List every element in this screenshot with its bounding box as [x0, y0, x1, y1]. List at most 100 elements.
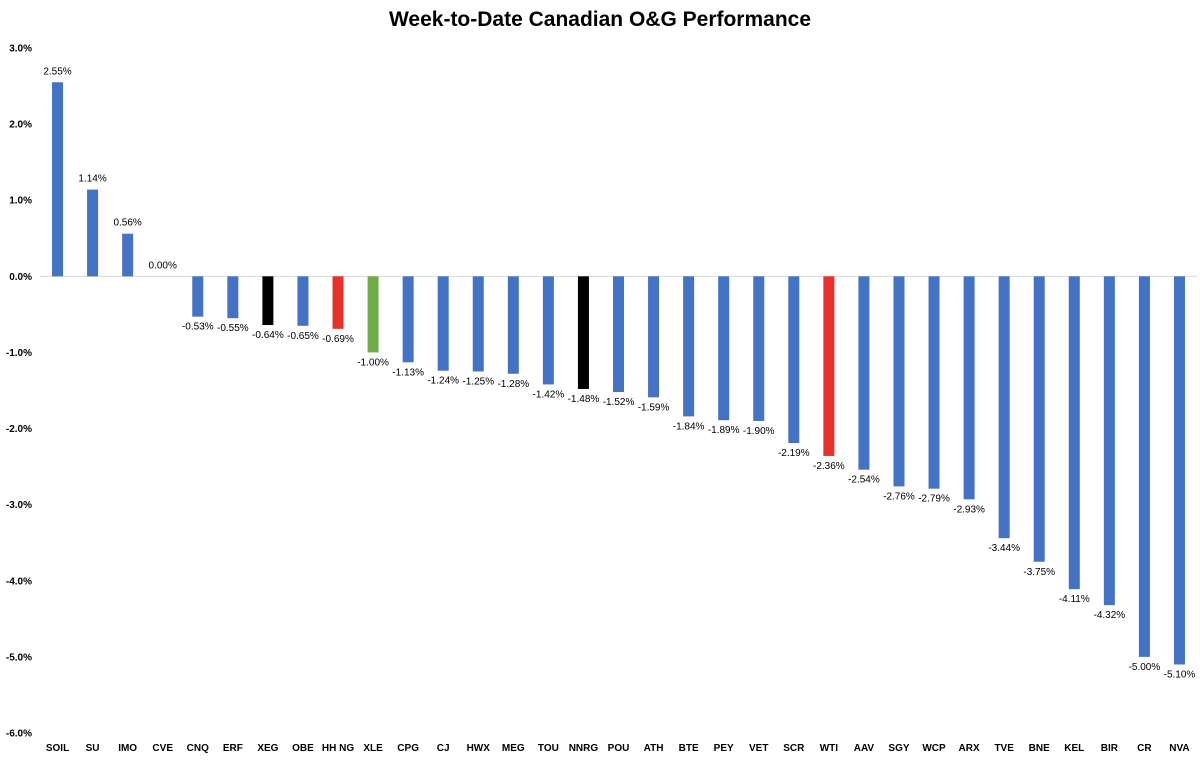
data-label: -1.24%: [427, 376, 459, 387]
data-label: -1.84%: [673, 421, 705, 432]
data-label: -3.44%: [988, 543, 1020, 554]
bar: [858, 276, 870, 470]
data-label: 2.55%: [43, 66, 71, 77]
bar: [893, 276, 905, 487]
category-label: MEG: [502, 743, 525, 754]
bar: [332, 276, 344, 329]
bar: [52, 82, 64, 277]
category-label: NNRG: [569, 743, 599, 754]
category-label: VET: [749, 743, 768, 754]
bar: [192, 276, 204, 317]
data-label: 0.00%: [149, 260, 177, 271]
data-label: -1.13%: [392, 367, 424, 378]
data-label: -4.11%: [1059, 594, 1090, 605]
data-label: -1.00%: [357, 357, 389, 368]
y-tick-label: -1.0%: [6, 348, 32, 359]
bar: [87, 189, 99, 277]
category-label: AAV: [854, 743, 875, 754]
category-label: HWX: [467, 743, 491, 754]
bar: [928, 276, 940, 489]
data-label: -2.54%: [848, 475, 880, 486]
data-label: -0.69%: [322, 334, 354, 345]
category-label: BTE: [679, 743, 699, 754]
category-label: KEL: [1064, 743, 1084, 754]
category-label: IMO: [118, 743, 137, 754]
data-label: -1.59%: [638, 402, 670, 413]
category-label: CPG: [397, 743, 419, 754]
bar: [963, 276, 975, 500]
bar: [823, 276, 835, 456]
y-tick-label: -5.0%: [6, 652, 32, 663]
bar: [1068, 276, 1080, 590]
category-label: CJ: [437, 743, 450, 754]
bar: [262, 276, 274, 326]
bar: [683, 276, 695, 417]
category-label: SU: [86, 743, 100, 754]
bar: [367, 276, 379, 353]
data-label: -1.28%: [497, 379, 529, 390]
category-label: NVA: [1169, 743, 1189, 754]
category-label: CVE: [152, 743, 173, 754]
y-tick-label: -3.0%: [6, 500, 32, 511]
y-tick-label: 3.0%: [9, 44, 32, 55]
bar: [297, 276, 309, 326]
category-label: CNQ: [187, 743, 209, 754]
category-label: TOU: [538, 743, 559, 754]
category-label: BIR: [1101, 743, 1119, 754]
data-label: -3.75%: [1023, 567, 1055, 578]
data-label: -1.42%: [533, 389, 565, 400]
bar: [437, 276, 449, 371]
data-label: -2.76%: [883, 491, 915, 502]
bar: [1103, 276, 1115, 606]
data-label: -0.53%: [182, 322, 214, 333]
category-label: TVE: [994, 743, 1014, 754]
y-tick-label: -6.0%: [6, 729, 32, 740]
bar: [507, 276, 519, 374]
bar: [718, 276, 730, 421]
bar: [998, 276, 1010, 539]
y-tick-label: -4.0%: [6, 576, 32, 587]
bar: [1138, 276, 1150, 657]
category-label: SOIL: [46, 743, 69, 754]
data-label: -1.89%: [708, 425, 740, 436]
data-label: -0.55%: [217, 323, 249, 334]
bar: [753, 276, 765, 421]
data-label: -5.10%: [1164, 670, 1196, 681]
bar: [122, 233, 134, 277]
bar: [577, 276, 589, 389]
data-label: -1.52%: [603, 397, 635, 408]
category-label: ERF: [223, 743, 243, 754]
category-label: BNE: [1029, 743, 1050, 754]
data-label: -5.00%: [1129, 662, 1161, 673]
category-label: POU: [608, 743, 630, 754]
data-label: -2.36%: [813, 461, 845, 472]
data-label: -2.93%: [953, 504, 985, 515]
category-label: PEY: [714, 743, 734, 754]
category-label: WTI: [820, 743, 839, 754]
category-label: HH NG: [322, 743, 354, 754]
category-label: SGY: [888, 743, 909, 754]
data-label: 0.56%: [113, 218, 141, 229]
bar: [472, 276, 484, 372]
category-label: XEG: [257, 743, 278, 754]
data-label: -1.25%: [462, 376, 494, 387]
data-label: 1.14%: [78, 174, 106, 185]
category-label: CR: [1137, 743, 1152, 754]
data-label: -1.90%: [743, 426, 775, 437]
bar: [227, 276, 239, 319]
bar: [542, 276, 554, 385]
chart-title: Week-to-Date Canadian O&G Performance: [388, 8, 812, 31]
y-tick-label: 0.0%: [9, 272, 32, 283]
y-tick-label: 1.0%: [9, 196, 32, 207]
bar: [1033, 276, 1045, 562]
category-label: ARX: [959, 743, 980, 754]
bar: [648, 276, 660, 398]
data-label: -2.19%: [778, 448, 810, 459]
bar: [788, 276, 800, 444]
y-tick-label: 2.0%: [9, 120, 32, 131]
category-label: OBE: [292, 743, 314, 754]
bar: [613, 276, 624, 393]
category-label: SCR: [783, 743, 805, 754]
bar: [402, 276, 414, 363]
